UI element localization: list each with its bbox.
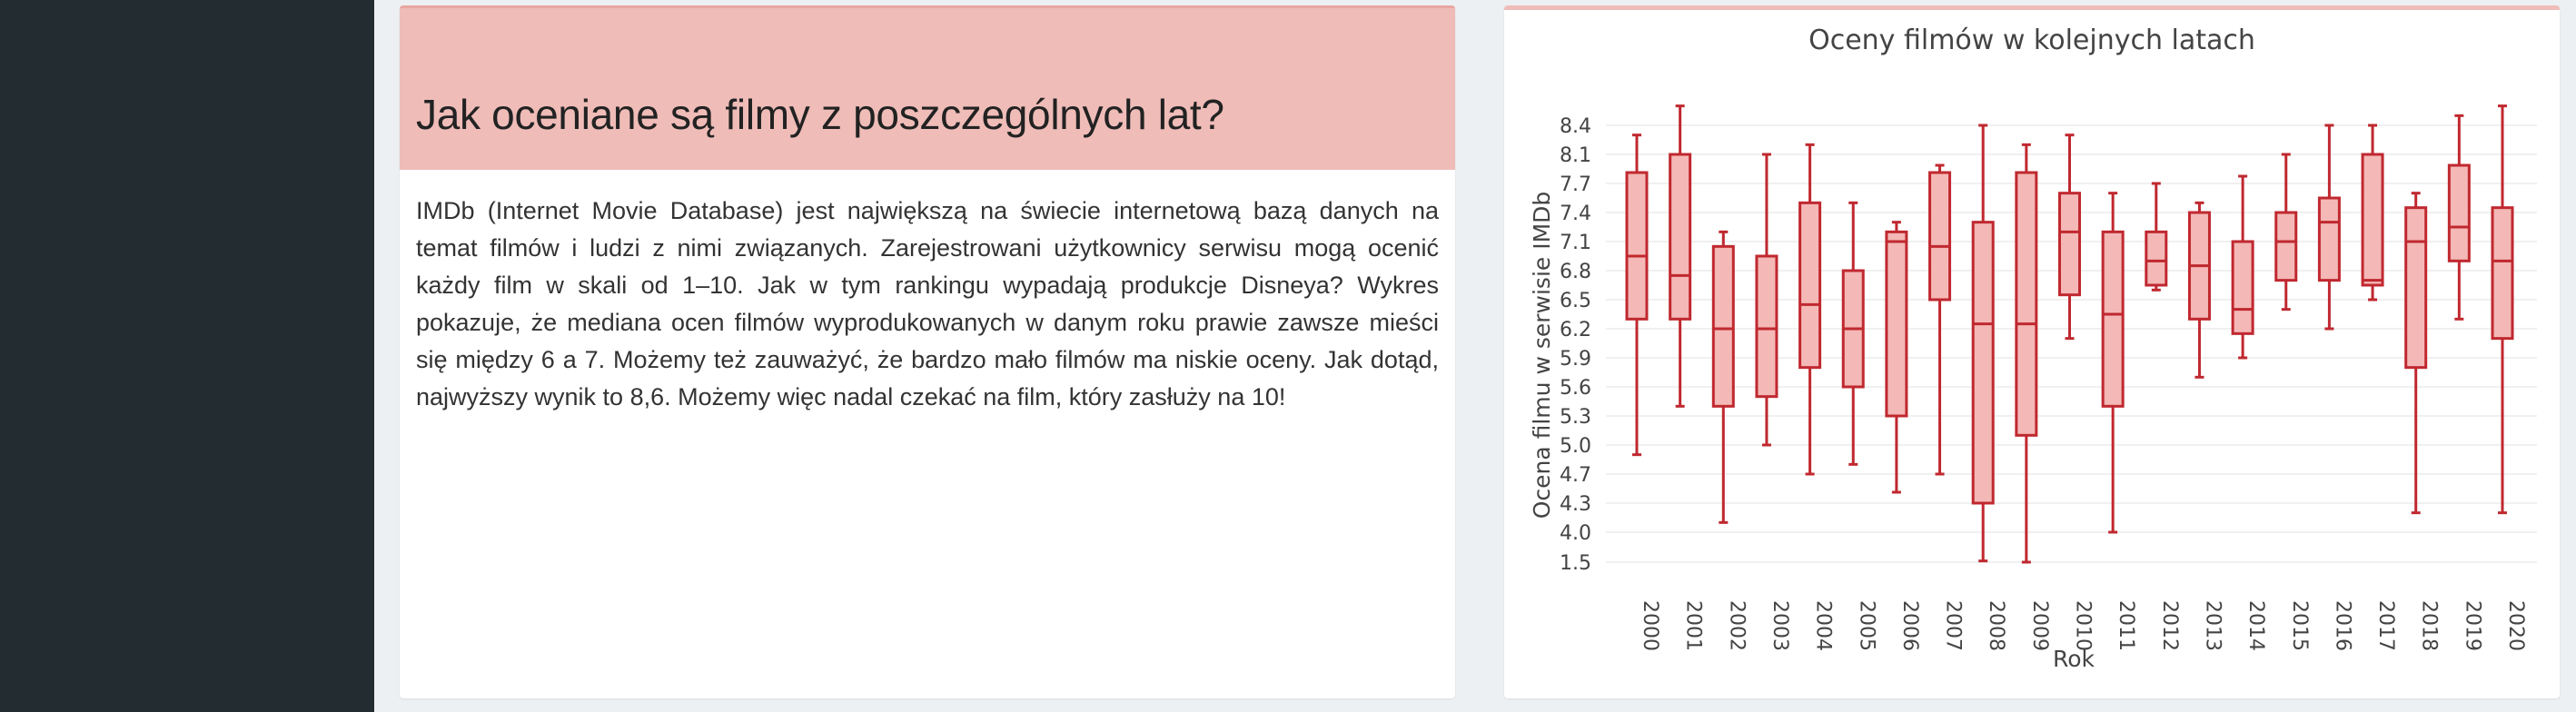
box-2003 — [1755, 153, 1778, 447]
box-2008 — [1971, 124, 1995, 563]
x-tick-label: 2002 — [1725, 600, 1748, 651]
box-2006 — [1885, 221, 1908, 494]
x-tick-label: 2017 — [2374, 600, 2397, 651]
x-tick-label: 2020 — [2504, 600, 2527, 651]
box-iqr — [2491, 206, 2514, 341]
y-tick-label: 5.9 — [1560, 348, 1591, 371]
y-tick-label: 8.1 — [1560, 144, 1591, 167]
y-tick-label: 7.4 — [1560, 203, 1591, 225]
box-2013 — [2187, 201, 2211, 379]
x-axis-label: Rok — [2053, 646, 2095, 672]
box-2009 — [2015, 143, 2038, 564]
box-iqr — [1798, 201, 1822, 370]
box-iqr — [2145, 230, 2168, 287]
x-tick-label: 2013 — [2201, 600, 2224, 651]
box-iqr — [2361, 153, 2384, 287]
x-tick-label: 2016 — [2331, 600, 2353, 651]
x-tick-label: 2014 — [2244, 600, 2267, 651]
box-2016 — [2317, 124, 2341, 331]
box-iqr — [2015, 171, 2038, 437]
box-iqr — [1711, 244, 1735, 408]
box-iqr — [2231, 240, 2254, 335]
box-2004 — [1798, 143, 1822, 476]
box-iqr — [1669, 153, 1692, 321]
x-tick-label: 2012 — [2158, 600, 2181, 651]
box-2018 — [2404, 192, 2428, 515]
box-2019 — [2447, 114, 2471, 321]
article-body: IMDb (Internet Movie Database) jest najw… — [416, 197, 1439, 410]
y-tick-label: 1.5 — [1560, 552, 1591, 575]
boxplot-chart: Oceny filmów w kolejnych latach Ocena fi… — [1529, 25, 2537, 672]
box-2011 — [2101, 192, 2125, 534]
box-iqr — [2404, 206, 2428, 370]
box-series — [1625, 104, 2514, 564]
y-tick-labels: 1.5 4.0 4.3 4.7 5.0 5.3 5.6 5.9 6.2 6.5 6.8 7.1 7.4 7… — [1560, 115, 1591, 575]
grid-lines — [1606, 124, 2537, 563]
y-tick-label: 6.5 — [1560, 290, 1591, 312]
y-tick-label: 5.0 — [1560, 435, 1591, 458]
box-2007 — [1928, 163, 1952, 476]
x-tick-label: 2004 — [1812, 600, 1835, 651]
x-tick-label: 2005 — [1855, 600, 1878, 651]
x-tick-label: 2003 — [1769, 600, 1791, 651]
box-2017 — [2361, 124, 2384, 302]
box-2014 — [2231, 174, 2254, 360]
article-title: Jak oceniane są filmy z poszczególnych l… — [416, 91, 1224, 138]
box-2012 — [2145, 182, 2168, 292]
y-tick-label: 5.6 — [1560, 377, 1591, 400]
box-2020 — [2491, 104, 2514, 515]
y-tick-label: 8.4 — [1560, 115, 1591, 138]
box-2015 — [2274, 153, 2298, 312]
x-tick-label: 2008 — [1985, 600, 2007, 651]
box-iqr — [1885, 230, 1908, 418]
y-tick-label: 4.0 — [1560, 522, 1591, 545]
x-tick-labels: 2000 2001 2002 2003 2004 2005 2006 2007 2008 2009… — [1639, 600, 2527, 651]
x-tick-label: 2010 — [2072, 600, 2095, 651]
chart-title: Oceny filmów w kolejnych latach — [1808, 25, 2255, 56]
y-tick-label: 6.8 — [1560, 261, 1591, 283]
box-iqr — [2274, 211, 2298, 282]
y-tick-label: 4.3 — [1560, 493, 1591, 516]
article-header: Jak oceniane są filmy z poszczególnych l… — [400, 5, 1455, 170]
y-axis-label: Ocena filmu w serwisie IMDb — [1529, 192, 1555, 519]
box-2000 — [1625, 134, 1649, 457]
box-iqr — [1928, 171, 1952, 302]
article-card: Jak oceniane są filmy z poszczególnych l… — [400, 5, 1455, 698]
box-2001 — [1669, 104, 1692, 408]
box-iqr — [1971, 221, 1995, 505]
sidebar — [0, 0, 374, 712]
y-tick-label: 6.2 — [1560, 319, 1591, 341]
box-iqr — [1755, 254, 1778, 399]
x-tick-label: 2015 — [2288, 600, 2311, 651]
x-tick-label: 2011 — [2115, 600, 2137, 651]
x-tick-label: 2000 — [1639, 600, 1661, 651]
box-iqr — [2101, 230, 2125, 408]
x-tick-label: 2006 — [1898, 600, 1921, 651]
x-tick-label: 2007 — [1942, 600, 1965, 651]
box-iqr — [1625, 171, 1649, 321]
chart-card: Oceny filmów w kolejnych latach Ocena fi… — [1504, 5, 2560, 698]
y-tick-label: 5.3 — [1560, 406, 1591, 429]
box-iqr — [2317, 196, 2341, 282]
y-tick-label: 4.7 — [1560, 464, 1591, 487]
x-tick-label: 2018 — [2418, 600, 2441, 651]
x-tick-label: 2009 — [2028, 600, 2051, 651]
box-2002 — [1711, 230, 1735, 524]
box-iqr — [2447, 163, 2471, 262]
box-2005 — [1841, 201, 1865, 466]
y-tick-label: 7.1 — [1560, 232, 1591, 254]
x-tick-label: 2001 — [1682, 600, 1705, 651]
x-tick-label: 2019 — [2461, 600, 2483, 651]
y-tick-label: 7.7 — [1560, 173, 1591, 196]
box-iqr — [2058, 192, 2081, 297]
box-2010 — [2058, 134, 2081, 341]
